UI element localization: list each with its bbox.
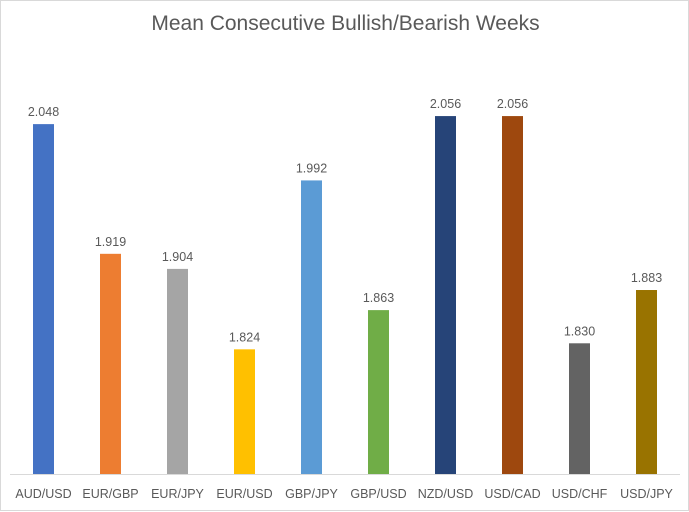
- x-tick-label-gbp-usd: GBP/USD: [350, 487, 406, 501]
- data-label-usd-cad: 2.056: [497, 97, 528, 111]
- data-labels-group: 2.048 1.919 1.904 1.824 1.992 1.863 2.056 2.056…: [28, 97, 662, 344]
- x-tick-label-aud-usd: AUD/USD: [15, 487, 71, 501]
- data-label-gbp-usd: 1.863: [363, 291, 394, 305]
- data-label-usd-chf: 1.830: [564, 324, 595, 338]
- data-label-eur-jpy: 1.904: [162, 250, 193, 264]
- data-label-usd-jpy: 1.883: [631, 271, 662, 285]
- data-label-eur-gbp: 1.919: [95, 235, 126, 249]
- x-tick-label-gbp-jpy: GBP/JPY: [285, 487, 338, 501]
- bar-eur-usd: [234, 349, 255, 474]
- data-label-eur-usd: 1.824: [229, 330, 260, 344]
- bar-gbp-jpy: [301, 180, 322, 474]
- bar-nzd-usd: [435, 116, 456, 474]
- bar-eur-gbp: [100, 253, 121, 474]
- data-label-gbp-jpy: 1.992: [296, 161, 327, 175]
- x-tick-label-eur-usd: EUR/USD: [216, 487, 272, 501]
- bar-aud-usd: [33, 124, 54, 474]
- bars-group: [33, 116, 657, 474]
- x-tick-label-eur-gbp: EUR/GBP: [82, 487, 138, 501]
- bar-usd-chf: [569, 343, 590, 474]
- x-tick-labels-group: AUD/USD EUR/GBP EUR/JPY EUR/USD GBP/JPY GBP/U…: [15, 487, 673, 501]
- bar-usd-cad: [502, 116, 523, 474]
- chart-title: Mean Consecutive Bullish/Bearish Weeks: [151, 12, 540, 35]
- bar-eur-jpy: [167, 268, 188, 474]
- x-tick-label-usd-chf: USD/CHF: [552, 487, 608, 501]
- data-label-aud-usd: 2.048: [28, 105, 59, 119]
- data-label-nzd-usd: 2.056: [430, 97, 461, 111]
- bar-usd-jpy: [636, 290, 657, 474]
- x-tick-label-nzd-usd: NZD/USD: [418, 487, 474, 501]
- x-tick-label-eur-jpy: EUR/JPY: [151, 487, 204, 501]
- x-tick-label-usd-cad: USD/CAD: [484, 487, 540, 501]
- x-tick-label-usd-jpy: USD/JPY: [620, 487, 673, 501]
- bar-gbp-usd: [368, 310, 389, 474]
